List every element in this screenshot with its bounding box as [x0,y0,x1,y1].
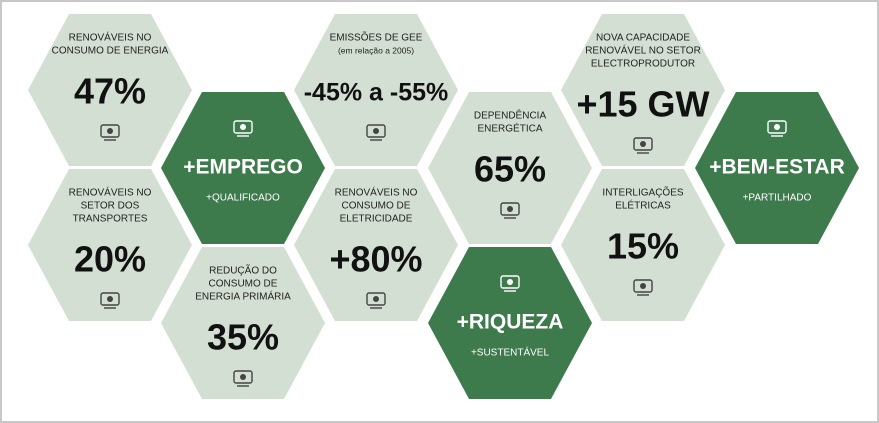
icon [100,124,120,138]
hexagon [294,169,458,321]
icon [507,206,513,212]
icon [500,275,520,289]
hex-subtitle: +PARTILHADO [743,193,812,204]
icon [774,124,780,130]
hexagon [28,14,192,166]
hex-label: RENOVÁVEIS NO [335,186,418,199]
icon [366,292,386,306]
hexagon [428,92,592,244]
icon [633,137,653,151]
hex-label: DEPENDÊNCIA [474,109,547,122]
icon [640,141,646,147]
hex-label: RENOVÁVEIS NO [69,31,152,44]
hexagon [161,247,325,399]
icon [640,283,646,289]
hex-value: 47% [74,71,146,112]
hex-value: +EMPREGO [183,156,303,179]
hex-label: NOVA CAPACIDADE [596,33,690,44]
hex-subtitle: +QUALIFICADO [206,193,280,204]
hexagon [561,14,725,166]
icon [767,120,787,134]
hex-label: ELÉTRICAS [615,199,671,212]
hexagon [695,92,859,244]
hex-value: +15 GW [576,84,709,125]
icon [240,374,246,380]
hex-value: +BEM-ESTAR [709,156,845,179]
hexagon [428,247,592,399]
hex-label: CONSUMO DE [209,279,278,290]
hex-label: TRANSPORTES [73,214,148,225]
icon [500,202,520,216]
hex-label: REDUÇÃO DO [209,264,277,277]
hex-label: SETOR DOS [81,201,140,212]
hexagon [294,14,458,166]
hex-label: ENERGÉTICA [477,122,542,135]
hex-label: INTERLIGAÇÕES [602,186,683,199]
hex-value: 35% [207,317,279,358]
hex-label: CONSUMO DE ENERGIA [52,46,169,57]
icon [633,279,653,293]
hex-note: (em relação a 2005) [338,45,414,55]
hexagon [161,92,325,244]
hex-label: ELETRICIDADE [340,214,413,225]
hex-label: RENOVÁVEIS NO [69,186,152,199]
icon [366,124,386,138]
hexagon [28,169,192,321]
icon [107,296,113,302]
hex-value: +RIQUEZA [457,311,564,334]
icon [373,296,379,302]
hex-value: +80% [329,239,422,280]
hex-label: RENOVÁVEL NO SETOR [585,44,701,57]
hex-label: ENERGIA PRIMÁRIA [195,290,291,303]
hex-label: CONSUMO DE [342,201,411,212]
hex-value: -45% a -55% [304,79,449,107]
icon [240,124,246,130]
icon [373,128,379,134]
icon [507,279,513,285]
icon [107,128,113,134]
hex-subtitle: +SUSTENTÁVEL [471,346,550,359]
hex-label: ELECTROPRODUTOR [591,59,695,70]
hex-label: EMISSÕES DE GEE [330,31,423,44]
icon [233,370,253,384]
hex-value: 15% [607,226,679,267]
hexagon [561,169,725,321]
hex-value: 65% [474,149,546,190]
icon [100,292,120,306]
icon [233,120,253,134]
hex-value: 20% [74,239,146,280]
